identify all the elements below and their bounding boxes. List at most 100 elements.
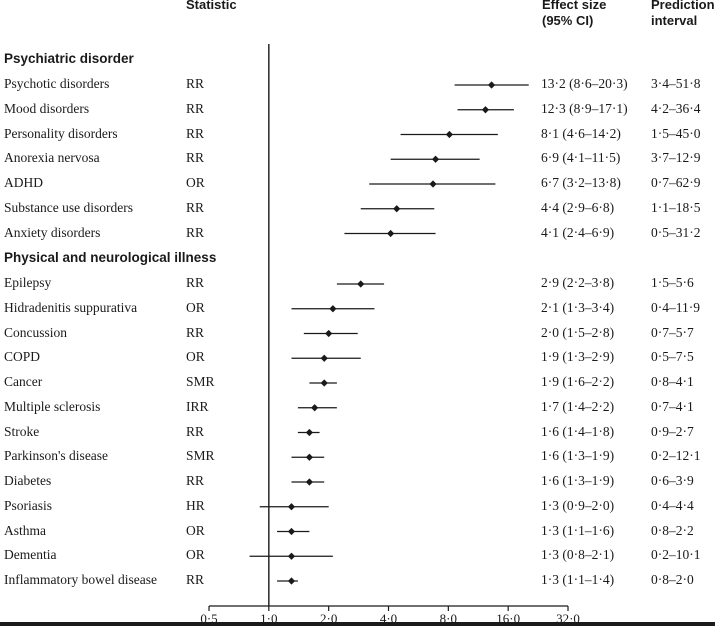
effect-size-cell: 6·7 (3·2–13·8) bbox=[541, 175, 621, 190]
point-estimate-marker bbox=[305, 453, 314, 461]
point-estimate-marker bbox=[387, 229, 395, 238]
effect-size-header: Effect size (95% CI) bbox=[542, 0, 606, 29]
point-estimate-marker bbox=[320, 379, 328, 387]
prediction-interval-cell: 0·6–3·9 bbox=[651, 473, 694, 488]
row-label: Substance use disorders bbox=[4, 199, 133, 215]
point-estimate-marker bbox=[393, 205, 401, 213]
effect-size-cell: 1·3 (0·9–2·0) bbox=[541, 497, 615, 513]
statistic-cell: IRR bbox=[186, 398, 209, 414]
effect-size-cell: 8·1 (4·6–14·2) bbox=[541, 125, 621, 141]
row-label: COPD bbox=[4, 349, 41, 365]
effect-size-header-line2: (95% CI) bbox=[542, 13, 594, 28]
prediction-interval-cell: 0·5–31·2 bbox=[651, 224, 701, 240]
statistic-cell: RR bbox=[186, 473, 205, 488]
prediction-interval-cell: 3·7–12·9 bbox=[651, 150, 701, 166]
point-estimate-marker bbox=[287, 552, 296, 560]
statistic-cell: RR bbox=[186, 423, 205, 439]
point-estimate-marker bbox=[320, 354, 328, 362]
statistic-cell: RR bbox=[186, 76, 205, 91]
prediction-interval-cell: 0·2–10·1 bbox=[651, 547, 701, 563]
statistic-cell: RR bbox=[186, 572, 205, 587]
effect-size-cell: 2·0 (1·5–2·8) bbox=[541, 324, 615, 340]
point-estimate-marker bbox=[305, 428, 314, 437]
section-title: Psychiatric disorder bbox=[4, 51, 134, 66]
effect-size-cell: 1·3 (0·8–2·1) bbox=[541, 547, 615, 563]
row-label: Diabetes bbox=[4, 473, 52, 488]
effect-size-cell: 2·1 (1·3–3·4) bbox=[541, 299, 615, 315]
statistic-cell: RR bbox=[186, 224, 205, 240]
row-label: ADHD bbox=[4, 175, 43, 190]
row-label: Stroke bbox=[4, 423, 40, 439]
effect-size-cell: 1·9 (1·3–2·9) bbox=[541, 349, 615, 365]
row-label: Asthma bbox=[4, 522, 46, 538]
effect-size-cell: 1·6 (1·3–1·9) bbox=[541, 448, 615, 464]
effect-size-cell: 1·6 (1·4–1·8) bbox=[541, 423, 615, 439]
statistic-cell: HR bbox=[186, 497, 205, 513]
point-estimate-marker bbox=[325, 329, 333, 338]
row-label: Epilepsy bbox=[4, 275, 52, 290]
prediction-interval-cell: 1·1–18·5 bbox=[651, 199, 701, 215]
statistic-cell: SMR bbox=[186, 374, 215, 389]
row-label: Inflammatory bowel disease bbox=[4, 572, 157, 587]
prediction-interval-cell: 3·4–51·8 bbox=[651, 76, 701, 91]
row-label: Cancer bbox=[4, 374, 43, 389]
bottom-rule bbox=[0, 622, 715, 626]
row-label: Psychotic disorders bbox=[4, 76, 110, 91]
prediction-interval-cell: 0·8–2·0 bbox=[651, 572, 694, 587]
effect-size-cell: 13·2 (8·6–20·3) bbox=[541, 76, 628, 91]
prediction-interval-cell: 0·4–11·9 bbox=[651, 299, 700, 315]
row-label: Anxiety disorders bbox=[4, 224, 101, 240]
statistic-cell: OR bbox=[186, 547, 205, 563]
effect-size-cell: 12·3 (8·9–17·1) bbox=[541, 100, 628, 116]
statistic-cell: SMR bbox=[186, 448, 215, 464]
row-label: Multiple sclerosis bbox=[4, 398, 101, 414]
prediction-interval-cell: 0·5–7·5 bbox=[651, 349, 694, 365]
prediction-interval-header: Prediction interval bbox=[651, 0, 715, 29]
row-label: Hidradenitis suppurativa bbox=[4, 299, 138, 315]
statistic-cell: RR bbox=[186, 150, 205, 166]
statistic-cell: OR bbox=[186, 299, 205, 315]
prediction-interval-cell: 1·5–45·0 bbox=[651, 125, 701, 141]
effect-size-cell: 2·9 (2·2–3·8) bbox=[541, 275, 615, 290]
statistic-cell: OR bbox=[186, 522, 205, 538]
point-estimate-marker bbox=[431, 155, 440, 163]
statistic-cell: RR bbox=[186, 199, 205, 215]
effect-size-header-line1: Effect size bbox=[542, 0, 607, 12]
point-estimate-marker bbox=[429, 180, 437, 188]
effect-size-cell: 4·1 (2·4–6·9) bbox=[541, 224, 615, 240]
effect-size-cell: 1·9 (1·6–2·2) bbox=[541, 374, 615, 389]
prediction-interval-cell: 0·2–12·1 bbox=[651, 448, 701, 464]
point-estimate-marker bbox=[357, 280, 365, 288]
statistic-cell: RR bbox=[186, 125, 205, 141]
effect-size-cell: 1·7 (1·4–2·2) bbox=[541, 398, 615, 414]
prediction-interval-cell: 4·2–36·4 bbox=[651, 100, 701, 116]
point-estimate-marker bbox=[305, 478, 314, 486]
statistic-cell: RR bbox=[186, 275, 205, 290]
statistic-cell: OR bbox=[186, 349, 205, 365]
row-label: Parkinson's disease bbox=[4, 448, 109, 464]
point-estimate-marker bbox=[287, 577, 296, 585]
statistic-cell: RR bbox=[186, 324, 205, 340]
prediction-interval-cell: 1·5–5·6 bbox=[651, 275, 694, 290]
statistic-cell: OR bbox=[186, 175, 205, 190]
effect-size-cell: 6·9 (4·1–11·5) bbox=[541, 150, 621, 166]
prediction-interval-cell: 0·7–4·1 bbox=[651, 398, 694, 414]
section-title: Physical and neurological illness bbox=[4, 250, 217, 265]
effect-size-cell: 4·4 (2·9–6·8) bbox=[541, 199, 615, 215]
point-estimate-marker bbox=[329, 305, 337, 313]
prediction-interval-cell: 0·8–4·1 bbox=[651, 374, 694, 389]
point-estimate-marker bbox=[287, 503, 296, 511]
prediction-interval-cell: 0·4–4·4 bbox=[651, 497, 694, 513]
point-estimate-marker bbox=[487, 81, 496, 89]
row-label: Psoriasis bbox=[4, 497, 53, 513]
point-estimate-marker bbox=[445, 130, 454, 139]
point-estimate-marker bbox=[287, 527, 296, 536]
row-label: Personality disorders bbox=[4, 125, 118, 141]
prediction-interval-cell: 0·7–62·9 bbox=[651, 175, 701, 190]
prediction-interval-cell: 0·8–2·2 bbox=[651, 522, 694, 538]
row-label: Concussion bbox=[4, 324, 68, 340]
prediction-interval-header-line1: Prediction bbox=[651, 0, 715, 12]
effect-size-cell: 1·6 (1·3–1·9) bbox=[541, 473, 615, 488]
row-label: Dementia bbox=[4, 547, 57, 563]
